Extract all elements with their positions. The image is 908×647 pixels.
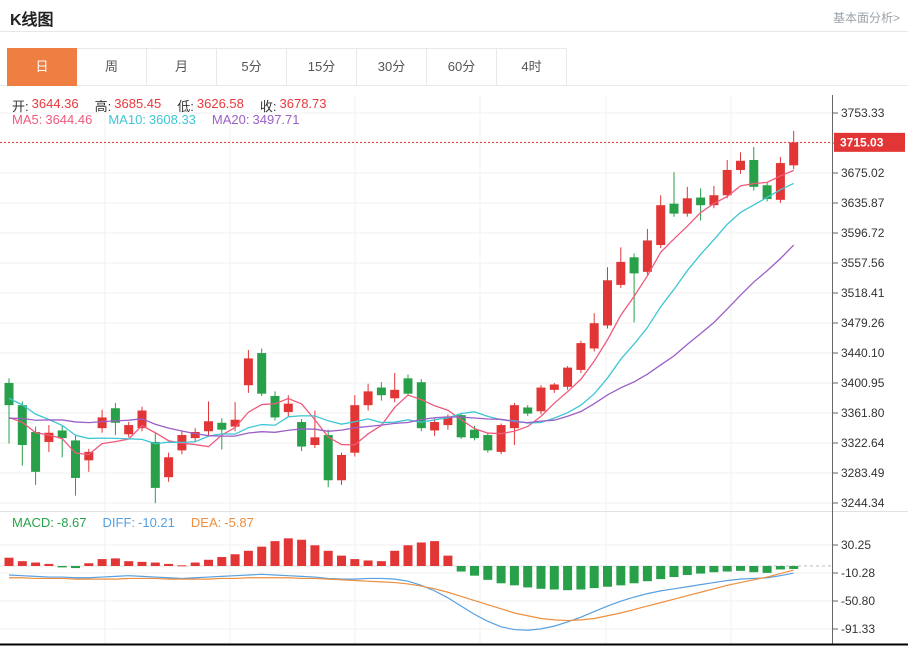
svg-text:3400.95: 3400.95 — [841, 376, 885, 390]
svg-text:3440.10: 3440.10 — [841, 346, 885, 360]
tab-15min[interactable]: 15分 — [287, 48, 357, 86]
open-readout: 开: 3644.36 — [12, 96, 79, 114]
svg-text:3244.34: 3244.34 — [841, 496, 885, 510]
dea-value-readout: DEA: -5.87 — [190, 515, 254, 530]
svg-text:3753.33: 3753.33 — [841, 106, 885, 120]
high-readout: 高: 3685.45 — [94, 96, 162, 114]
svg-text:3518.41: 3518.41 — [841, 286, 885, 300]
svg-text:-10.28: -10.28 — [841, 566, 875, 580]
svg-text:3675.02: 3675.02 — [841, 166, 885, 180]
svg-text:3635.87: 3635.87 — [841, 196, 885, 210]
low-readout: 低: 3626.58 — [177, 96, 244, 114]
page-title: K线图 — [10, 12, 54, 29]
ohlc-readout: 开: 3644.36 高: 3685.45 低: 3626.58 收: 3678.73 — [12, 96, 327, 115]
ma5-readout: MA5: 3644.46 — [12, 112, 93, 127]
macd-value-readout: MACD: -8.67 — [12, 515, 87, 530]
svg-text:-50.80: -50.80 — [841, 594, 875, 608]
diff-value-readout: DIFF: -10.21 — [102, 515, 175, 530]
ma10-readout: MA10: 3608.33 — [108, 112, 196, 127]
tab-weekly[interactable]: 周 — [77, 48, 147, 86]
fundamental-analysis-link[interactable]: 基本面分析> — [832, 11, 900, 25]
period-tab-bar: 日 周 月 5分 15分 30分 60分 4时 — [7, 48, 567, 86]
svg-text:30.25: 30.25 — [841, 538, 871, 552]
svg-text:3596.72: 3596.72 — [841, 226, 885, 240]
svg-text:3479.26: 3479.26 — [841, 316, 885, 330]
tab-30min[interactable]: 30分 — [357, 48, 427, 86]
macd-readout: MACD: -8.67 DIFF: -10.21 DEA: -5.87 — [12, 515, 254, 530]
header-divider — [0, 31, 908, 32]
svg-text:3361.80: 3361.80 — [841, 406, 885, 420]
svg-text:3557.56: 3557.56 — [841, 256, 885, 270]
tab-daily[interactable]: 日 — [7, 48, 77, 86]
tab-monthly[interactable]: 月 — [147, 48, 217, 86]
svg-text:3715.03: 3715.03 — [840, 135, 884, 149]
tab-5min[interactable]: 5分 — [217, 48, 287, 86]
close-readout: 收: 3678.73 — [259, 96, 327, 114]
svg-text:-91.33: -91.33 — [841, 622, 875, 636]
svg-text:3283.49: 3283.49 — [841, 466, 885, 480]
ma-readout: MA5: 3644.46 MA10: 3608.33 MA20: 3497.71 — [12, 112, 300, 127]
tab-4hour[interactable]: 4时 — [497, 48, 567, 86]
tab-60min[interactable]: 60分 — [427, 48, 497, 86]
svg-text:3322.64: 3322.64 — [841, 436, 885, 450]
ma20-readout: MA20: 3497.71 — [211, 112, 300, 127]
